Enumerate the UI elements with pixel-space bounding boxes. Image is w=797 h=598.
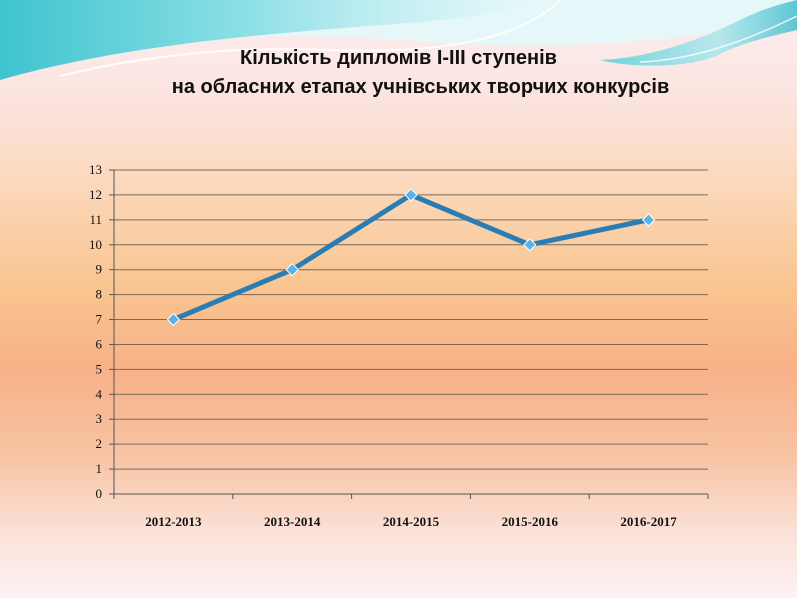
y-tick-label: 2 [96, 436, 103, 451]
y-tick-label: 6 [96, 336, 103, 351]
x-category-label: 2015-2016 [502, 514, 559, 529]
series [166, 188, 656, 327]
top-wave-right [600, 0, 797, 66]
data-point-marker [641, 213, 656, 227]
y-tick-label: 9 [96, 262, 103, 277]
chart-title: Кількість дипломів І-ІІІ ступенів на обл… [0, 44, 797, 102]
x-category-label: 2014-2015 [383, 514, 440, 529]
data-point-marker [404, 188, 418, 202]
top-wave-line-2 [639, 15, 797, 63]
data-point-marker [523, 238, 537, 252]
x-category-label: 2012-2013 [145, 514, 202, 529]
top-wave-main [0, 0, 560, 80]
y-tick-label: 12 [89, 187, 102, 202]
y-tick-label: 3 [96, 411, 103, 426]
top-wave-line [59, 0, 561, 77]
axes [109, 169, 709, 499]
x-category-label: 2013-2014 [264, 514, 321, 529]
data-point-marker [166, 312, 181, 327]
y-tick-label: 1 [96, 461, 103, 476]
y-tick-label: 0 [96, 486, 103, 501]
data-point-marker [285, 262, 299, 277]
title-line-2: на обласних етапах учнівських творчих ко… [171, 76, 670, 98]
gridlines [114, 169, 708, 470]
y-tick-label: 10 [89, 237, 102, 252]
y-tick-label: 5 [96, 361, 103, 376]
title-line-1: Кількість дипломів І-ІІІ ступенів [240, 47, 557, 69]
series-line [170, 192, 652, 323]
y-tick-label: 11 [89, 212, 102, 227]
y-tick-label: 7 [96, 312, 103, 327]
y-tick-label: 4 [96, 386, 103, 401]
x-axis-category-labels: 2012-2013 2013-2014 2014-2015 2015-2016 2016… [145, 514, 677, 529]
y-tick-label: 8 [96, 287, 103, 302]
x-category-label: 2016-2017 [620, 514, 677, 529]
y-tick-label: 13 [89, 162, 102, 177]
